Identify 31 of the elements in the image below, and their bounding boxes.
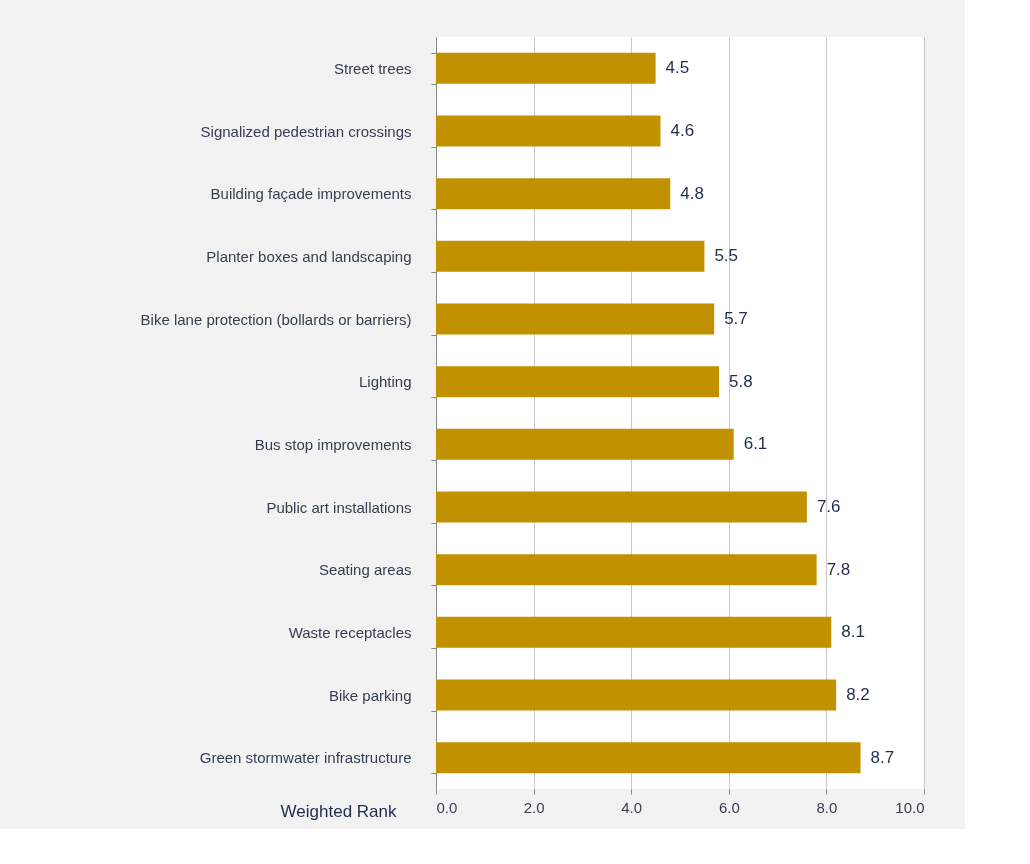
data-label: 5.8 [729,371,753,391]
data-label: 4.5 [665,58,690,78]
x-tick-label: 8.0 [816,798,838,816]
y-tick-label: Waste receptacles [288,623,412,641]
data-label: 5.5 [714,246,739,266]
x-tick-label: 6.0 [718,798,740,816]
x-tick-label: 2.0 [523,798,545,816]
y-tick-label: Planter boxes and landscaping [206,247,412,265]
y-tick-label: Signalized pedestrian crossings [200,122,412,140]
y-tick-label: Seating areas [318,561,412,579]
data-label: 5.7 [724,309,748,328]
x-axis-title: Weighted Rank [280,801,397,821]
data-label: 4.6 [670,121,695,140]
data-label: 8.1 [841,622,865,642]
data-label: 6.1 [743,434,768,454]
x-tick-label: 0.0 [436,798,458,816]
y-tick-label: Lighting [358,373,412,391]
y-tick-label: Public art installations [266,498,412,516]
data-label: 8.7 [870,747,895,767]
y-tick-label: Bike lane protection (bollards or barriers) [140,310,412,328]
y-tick-label: Bus stop improvements [254,435,412,453]
data-label: 7.6 [816,497,841,516]
y-tick-label: Building façade improvements [210,185,412,203]
x-tick-label: 4.0 [621,798,643,816]
y-tick-label: Bike parking [328,686,412,704]
data-label: 8.2 [846,685,870,704]
data-label: 7.8 [826,559,851,579]
y-tick-label: Street trees [333,59,412,77]
x-tick-label: 10.0 [895,798,925,816]
data-label: 4.8 [680,183,704,203]
y-tick-label: Green stormwater infrastructure [199,749,412,767]
